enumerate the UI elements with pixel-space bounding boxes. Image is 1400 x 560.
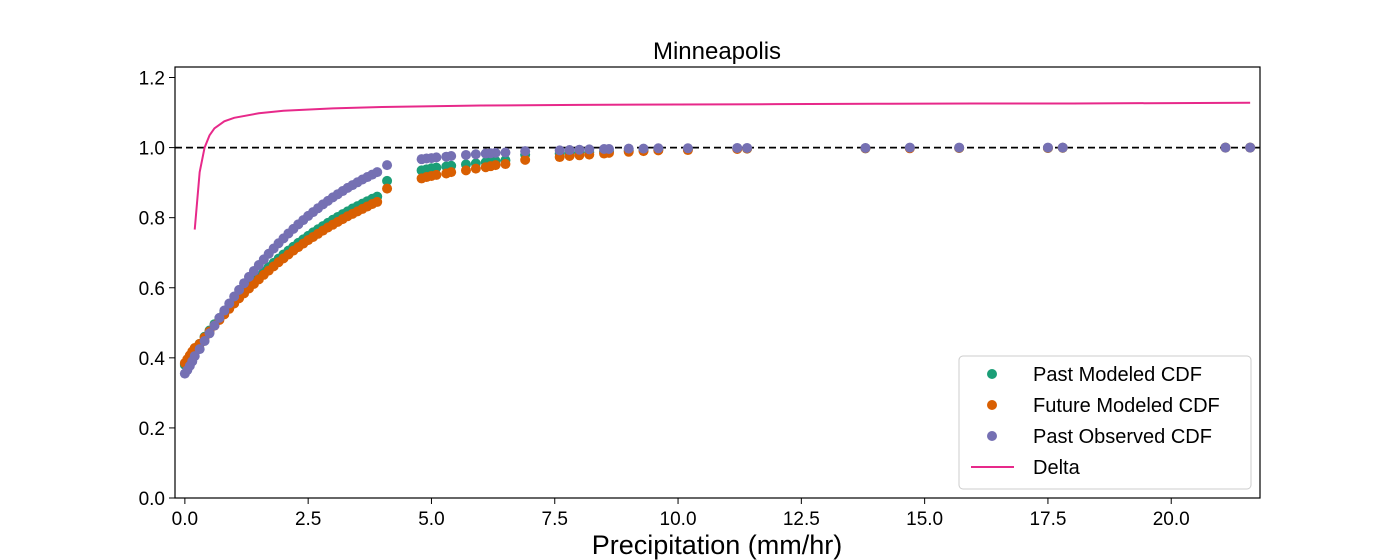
- series-3: [193, 101, 1251, 230]
- data-point: [520, 154, 531, 165]
- series-0: [179, 142, 1256, 370]
- data-point: [460, 165, 471, 176]
- data-point: [431, 162, 442, 173]
- data-point: [470, 163, 481, 174]
- data-point: [520, 146, 531, 157]
- data-point: [460, 149, 471, 160]
- data-point: [732, 142, 743, 153]
- x-axis-label: Precipitation (mm/hr): [592, 530, 843, 560]
- data-point: [638, 143, 649, 154]
- data-point: [490, 147, 501, 158]
- legend-item: Past Modeled CDF: [987, 364, 1202, 386]
- legend-label: Past Observed CDF: [1033, 426, 1212, 448]
- data-point: [584, 144, 595, 155]
- data-point: [382, 183, 393, 194]
- data-point: [954, 142, 965, 153]
- data-point: [446, 167, 457, 178]
- y-tick-label: 0.2: [139, 419, 165, 440]
- series-2: [179, 142, 1256, 379]
- data-point: [742, 142, 753, 153]
- data-point: [1245, 142, 1256, 153]
- delta-line: [193, 101, 1251, 230]
- data-point: [554, 145, 565, 156]
- data-point: [209, 320, 220, 331]
- legend-swatch: [987, 431, 997, 441]
- data-point: [682, 143, 693, 154]
- data-point: [382, 175, 393, 186]
- data-point: [372, 167, 383, 178]
- y-tick-label: 0.8: [139, 209, 165, 230]
- data-point: [199, 336, 210, 347]
- plot-frame: [174, 66, 1261, 499]
- data-point: [604, 144, 614, 154]
- legend-item: Delta: [971, 457, 1081, 479]
- data-point: [564, 145, 575, 156]
- legend-swatch: [987, 369, 997, 379]
- legend-box: [958, 355, 1252, 490]
- data-point: [382, 160, 393, 171]
- data-point: [470, 149, 481, 160]
- x-tick-label: 17.5: [1029, 509, 1066, 530]
- x-tick-label: 10.0: [660, 509, 697, 530]
- y-tick-label: 0.0: [139, 489, 165, 510]
- x-tick-label: 7.5: [542, 509, 568, 530]
- plot-area: [174, 66, 1261, 499]
- data-point: [490, 160, 501, 171]
- x-tick-label: 5.0: [418, 509, 444, 530]
- data-point: [431, 152, 442, 163]
- data-point: [500, 159, 511, 170]
- x-tick-label: 12.5: [783, 509, 820, 530]
- data-point: [372, 196, 383, 207]
- x-tick-label: 15.0: [906, 509, 943, 530]
- data-point: [446, 151, 457, 161]
- legend-label: Delta: [1033, 457, 1081, 479]
- data-point: [904, 142, 915, 153]
- legend: Past Modeled CDF Future Modeled CDF Past O…: [958, 355, 1252, 490]
- y-tick-label: 0.4: [139, 349, 166, 370]
- y-tick-label: 1.0: [139, 139, 165, 160]
- legend-swatch: [987, 400, 997, 410]
- legend-item: Future Modeled CDF: [987, 395, 1220, 417]
- legend-label: Future Modeled CDF: [1033, 395, 1220, 417]
- data-point: [500, 147, 511, 158]
- data-point: [189, 351, 200, 362]
- series-layer: [179, 101, 1256, 379]
- data-point: [219, 305, 230, 316]
- data-point: [194, 344, 205, 355]
- y-tick-label: 0.6: [139, 279, 165, 300]
- data-point: [1057, 142, 1068, 153]
- data-point: [574, 144, 585, 155]
- data-point: [204, 328, 215, 339]
- data-point: [1042, 142, 1053, 153]
- series-1: [179, 142, 1256, 369]
- y-axis: 0.0 0.2 0.4 0.6 0.8 1.0 1.2: [139, 69, 175, 510]
- legend-item: Past Observed CDF: [987, 426, 1212, 448]
- data-point: [214, 312, 225, 323]
- x-tick-label: 20.0: [1153, 509, 1190, 530]
- y-tick-label: 1.2: [139, 69, 165, 90]
- data-point: [431, 169, 442, 180]
- data-point: [623, 143, 634, 154]
- x-axis: 0.0 2.5 5.0 7.5 10.0 12.5 15.0 17.5 20.0: [172, 498, 1190, 530]
- data-point: [224, 298, 235, 309]
- data-point: [653, 143, 664, 154]
- x-tick-label: 0.0: [172, 509, 198, 530]
- legend-label: Past Modeled CDF: [1033, 364, 1202, 386]
- chart-title: Minneapolis: [653, 38, 781, 65]
- data-point: [860, 142, 871, 153]
- x-tick-label: 2.5: [295, 509, 321, 530]
- data-point: [1220, 142, 1231, 153]
